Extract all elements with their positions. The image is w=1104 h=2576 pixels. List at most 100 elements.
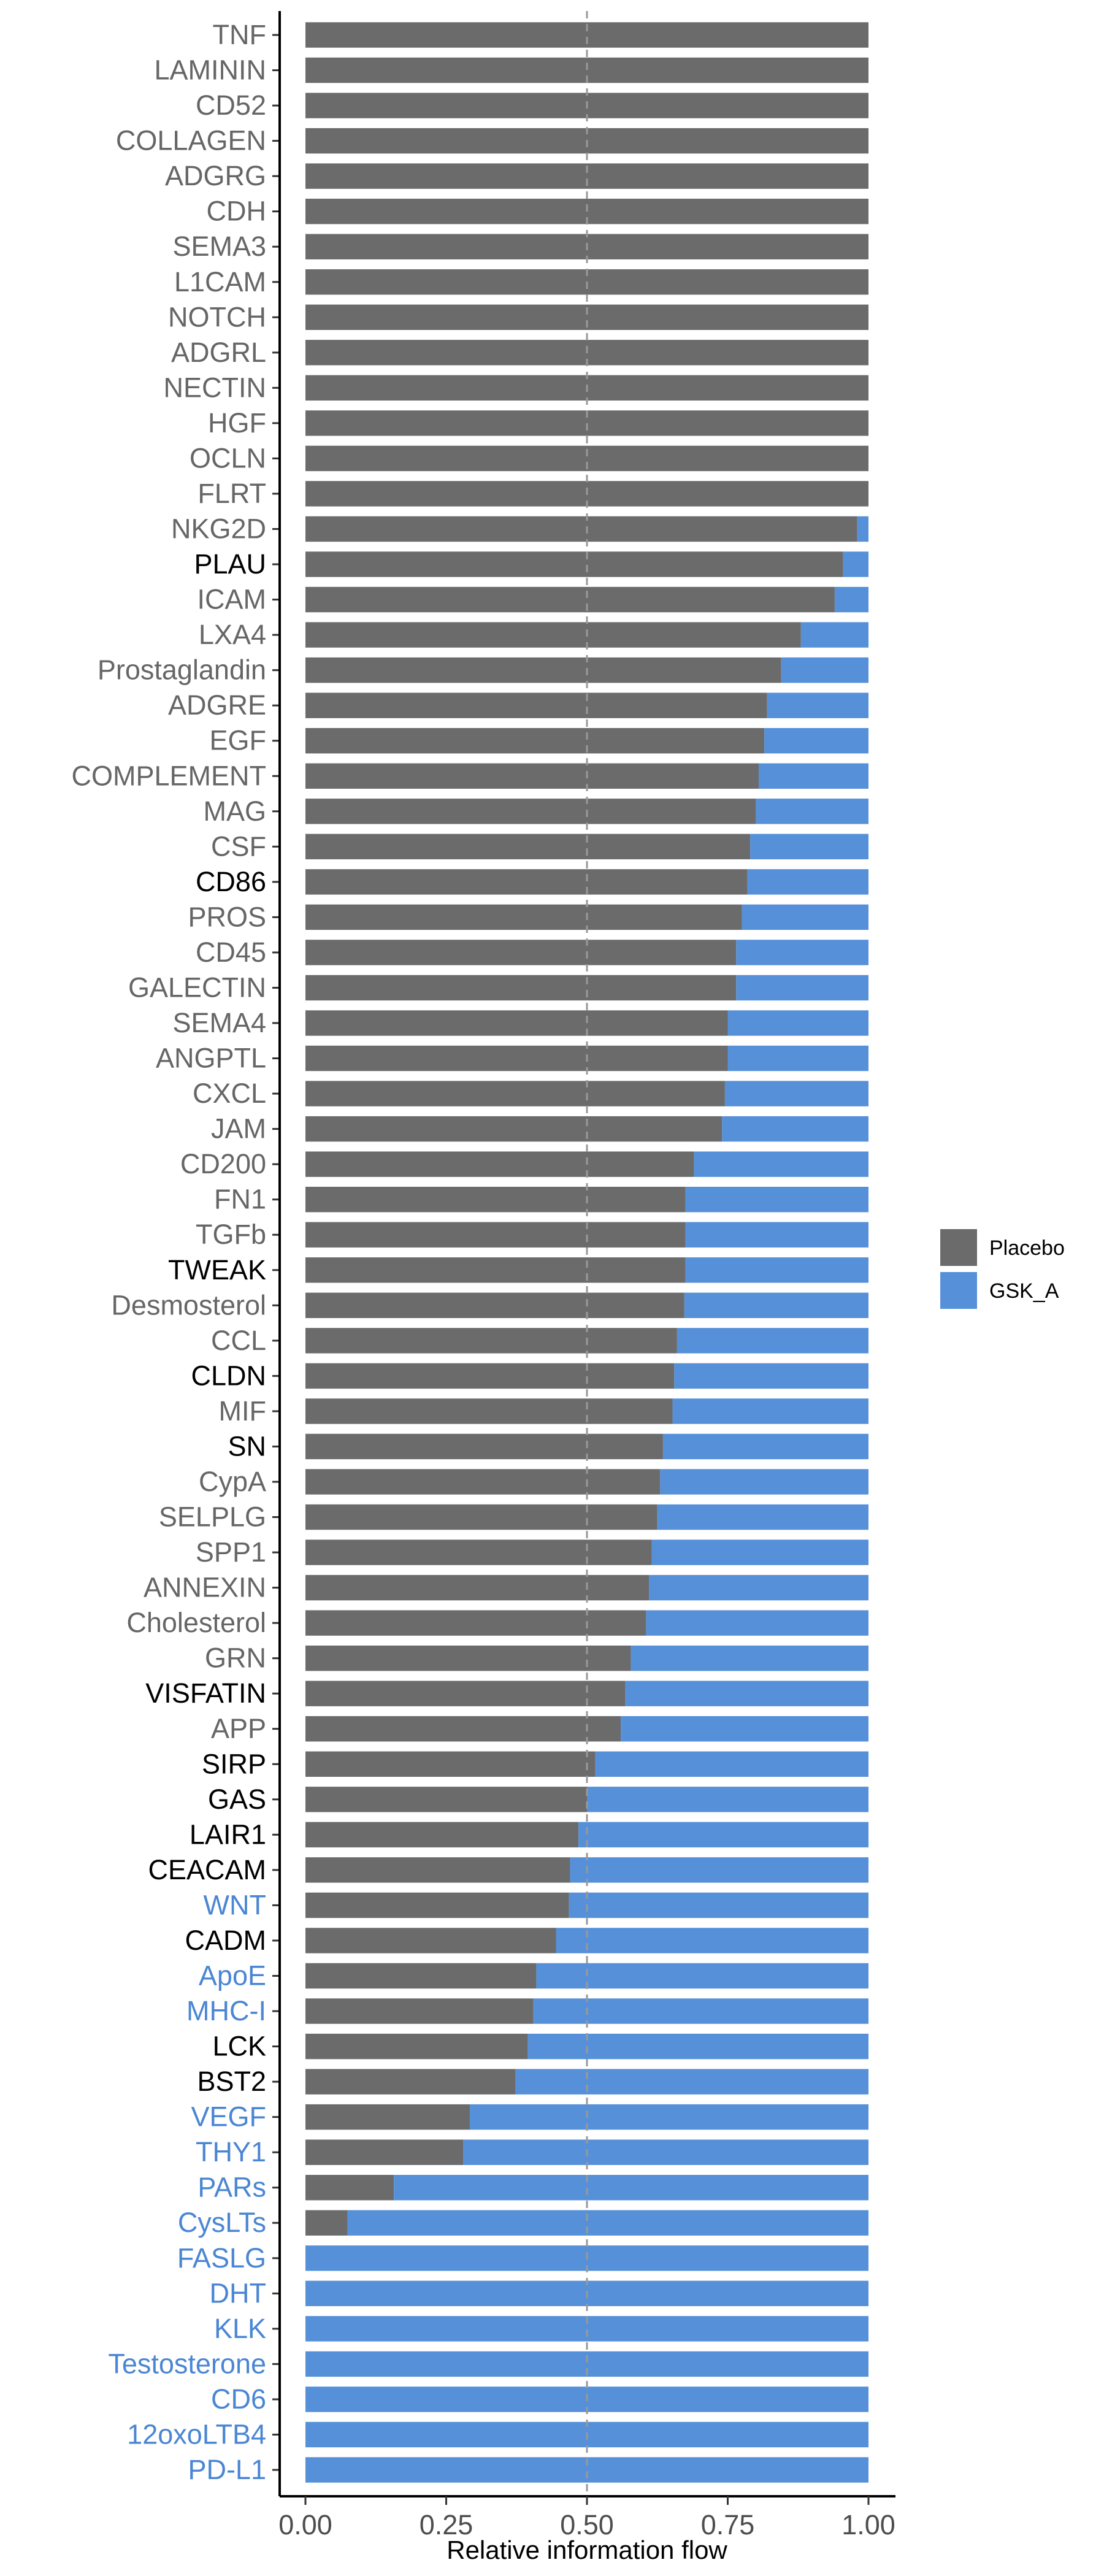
bar-placebo-48 [305, 1716, 621, 1742]
category-label-45: Cholesterol [126, 1607, 266, 1638]
bar-gsk-a-14 [857, 516, 868, 542]
bar-placebo-20 [305, 728, 765, 754]
bar-placebo-30 [305, 1081, 725, 1106]
bar-placebo-22 [305, 799, 756, 824]
bar-gsk-a-26 [736, 940, 868, 965]
category-label-37: CCL [211, 1325, 266, 1356]
x-tick-label-1: 0.25 [420, 2509, 473, 2540]
bar-placebo-52 [305, 1857, 570, 1883]
bar-gsk-a-62 [347, 2210, 868, 2236]
bar-placebo-43 [305, 1539, 652, 1565]
bar-gsk-a-45 [646, 1610, 868, 1636]
bar-placebo-27 [305, 975, 737, 1001]
x-axis-title: Relative information flow [447, 2536, 727, 2564]
bar-placebo-33 [305, 1186, 686, 1213]
bar-gsk-a-30 [724, 1081, 868, 1106]
category-label-50: GAS [208, 1784, 266, 1815]
legend-label-1: GSK_A [989, 1279, 1059, 1303]
category-label-26: CD45 [196, 937, 266, 968]
category-label-16: ICAM [197, 584, 267, 615]
bar-gsk-a-19 [767, 692, 868, 718]
bar-gsk-a-49 [595, 1751, 868, 1777]
category-label-15: PLAU [194, 548, 266, 580]
bar-gsk-a-38 [674, 1363, 868, 1389]
bar-placebo-18 [305, 657, 781, 683]
legend-swatch-0 [940, 1229, 977, 1266]
bars-group [305, 22, 868, 2483]
category-label-8: NOTCH [168, 301, 266, 332]
bar-placebo-36 [305, 1292, 684, 1319]
category-label-52: CEACAM [148, 1854, 266, 1885]
category-label-27: GALECTIN [128, 972, 266, 1003]
category-label-46: GRN [205, 1643, 266, 1674]
category-label-10: NECTIN [164, 372, 267, 403]
category-label-48: APP [211, 1713, 266, 1744]
bar-placebo-29 [305, 1045, 728, 1071]
bar-gsk-a-55 [536, 1963, 868, 1989]
category-label-5: CDH [207, 196, 267, 227]
category-label-28: SEMA4 [172, 1007, 266, 1038]
category-label-0: TNF [213, 19, 266, 50]
bar-gsk-a-44 [648, 1574, 868, 1601]
bar-gsk-a-36 [684, 1292, 868, 1319]
bar-gsk-a-33 [685, 1186, 868, 1213]
bar-gsk-a-18 [781, 657, 868, 683]
bar-placebo-47 [305, 1681, 626, 1706]
category-label-25: PROS [188, 901, 266, 932]
bar-placebo-49 [305, 1751, 596, 1777]
bar-gsk-a-58 [515, 2069, 868, 2095]
bar-placebo-61 [305, 2174, 394, 2201]
bar-placebo-42 [305, 1504, 657, 1530]
bar-placebo-24 [305, 869, 748, 895]
bar-placebo-57 [305, 2033, 528, 2060]
bar-placebo-51 [305, 1822, 579, 1848]
legend-label-0: Placebo [989, 1236, 1065, 1260]
category-label-41: CypA [199, 1466, 266, 1497]
category-label-44: ANNEXIN [144, 1572, 266, 1603]
category-label-21: COMPLEMENT [71, 760, 266, 791]
bar-gsk-a-54 [556, 1928, 868, 1953]
category-label-12: OCLN [190, 442, 266, 473]
bar-gsk-a-42 [657, 1504, 868, 1530]
bar-gsk-a-21 [758, 763, 868, 789]
bar-placebo-53 [305, 1892, 569, 1919]
category-label-39: MIF [219, 1395, 266, 1427]
category-label-58: BST2 [197, 2066, 266, 2097]
category-label-57: LCK [212, 2031, 266, 2062]
bar-placebo-58 [305, 2069, 516, 2095]
x-ticks-group: 0.00 0.25 0.50 0.75 1.00 [278, 2496, 895, 2540]
bar-gsk-a-16 [834, 586, 868, 613]
category-label-17: LXA4 [199, 619, 266, 650]
category-label-59: VEGF [191, 2101, 266, 2133]
category-label-23: CSF [211, 830, 266, 862]
category-label-55: ApoE [199, 1960, 266, 1991]
bar-placebo-34 [305, 1222, 686, 1248]
category-label-20: EGF [209, 725, 266, 756]
bar-placebo-56 [305, 1998, 534, 2024]
category-label-51: LAIR1 [190, 1819, 266, 1850]
bar-gsk-a-52 [570, 1857, 868, 1883]
category-label-40: SN [228, 1430, 266, 1462]
legend-swatch-1 [940, 1272, 977, 1309]
bar-gsk-a-47 [625, 1681, 868, 1706]
bar-placebo-37 [305, 1328, 677, 1354]
category-label-33: FN1 [214, 1184, 266, 1215]
bar-placebo-23 [305, 834, 751, 860]
x-tick-label-4: 1.00 [841, 2509, 895, 2540]
x-tick-label-0: 0.00 [278, 2509, 332, 2540]
category-label-11: HGF [208, 407, 266, 439]
category-label-4: ADGRG [165, 160, 266, 191]
category-label-65: KLK [214, 2313, 266, 2344]
bar-gsk-a-15 [843, 551, 868, 577]
bar-gsk-a-20 [764, 728, 868, 754]
bar-gsk-a-32 [694, 1151, 868, 1177]
bar-gsk-a-60 [463, 2139, 868, 2165]
category-label-35: TWEAK [168, 1254, 266, 1286]
bar-placebo-62 [305, 2210, 348, 2236]
bar-gsk-a-46 [631, 1645, 868, 1671]
category-label-69: PD-L1 [188, 2454, 266, 2485]
x-tick-label-3: 0.75 [701, 2509, 755, 2540]
category-label-60: THY1 [196, 2136, 266, 2168]
bar-gsk-a-25 [742, 904, 868, 930]
